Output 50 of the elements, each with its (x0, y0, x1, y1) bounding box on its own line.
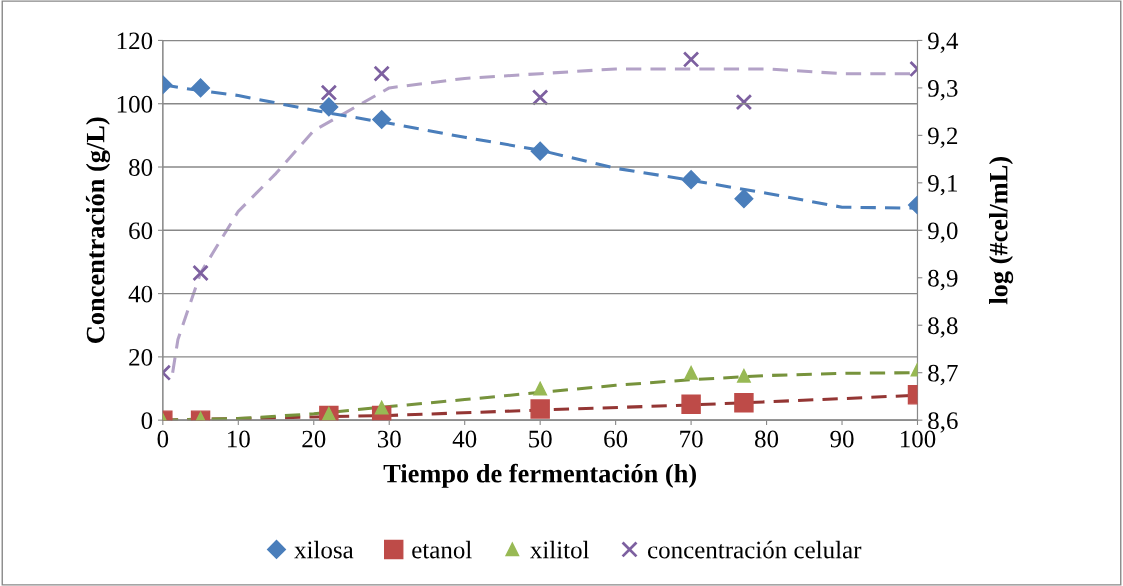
y-tick-label: 120 (117, 32, 153, 50)
x-tick-label: 80 (755, 430, 779, 448)
y2-tick-label: 9,3 (928, 80, 958, 101)
y2-axis-title: log (#cel/mL) (989, 157, 1014, 305)
point (191, 78, 211, 98)
x-tick-label: 60 (604, 430, 628, 448)
y2-tick-label: 9,2 (928, 127, 958, 148)
point (530, 399, 550, 419)
point (533, 381, 548, 396)
legend-label: xilitol (530, 540, 590, 559)
point (531, 89, 549, 106)
point (320, 84, 338, 101)
x-axis-title: Tiempo de fermentación (h) (383, 463, 696, 488)
y-tick-label: 100 (117, 95, 153, 113)
legend-label: concentración celular (647, 540, 862, 559)
point (530, 141, 550, 161)
y2-tick-label: 9,4 (928, 32, 959, 53)
y2-tick-label: 9,1 (928, 174, 957, 196)
y-tick-label: 40 (128, 285, 153, 303)
point (736, 368, 751, 383)
point (682, 51, 700, 68)
point (735, 93, 753, 111)
y2-tick-label: 8,9 (928, 269, 958, 291)
point (192, 264, 209, 282)
y-tick-label: 80 (129, 159, 153, 176)
x-tick-label: 70 (680, 430, 703, 448)
point (372, 110, 392, 130)
y-tick-label: 0 (141, 412, 153, 430)
y-axis-title: Concentración (g/L) (85, 117, 111, 343)
x-tick-label: 40 (452, 430, 477, 448)
point (734, 393, 754, 413)
point (684, 365, 699, 380)
legend-label: etanol (412, 540, 472, 559)
point (734, 189, 754, 209)
y2-tick-label: 9,0 (928, 222, 958, 243)
y-tick-label: 20 (129, 348, 153, 366)
y-tick-label: 60 (129, 222, 153, 240)
x-tick-label: 10 (228, 430, 250, 448)
x-tick-label: 20 (302, 430, 326, 448)
x-tick-label: 90 (830, 430, 854, 448)
y2-tick-label: 8,7 (928, 364, 958, 386)
point (681, 170, 701, 190)
x-tick-label: 0 (157, 430, 169, 448)
legend-label: xilosa (294, 540, 354, 559)
x-tick-label: 30 (377, 430, 401, 448)
point (373, 65, 391, 82)
point (681, 394, 701, 415)
point (319, 97, 339, 117)
x-tick-label: 50 (529, 430, 552, 448)
y2-tick-label: 8,8 (928, 317, 958, 338)
